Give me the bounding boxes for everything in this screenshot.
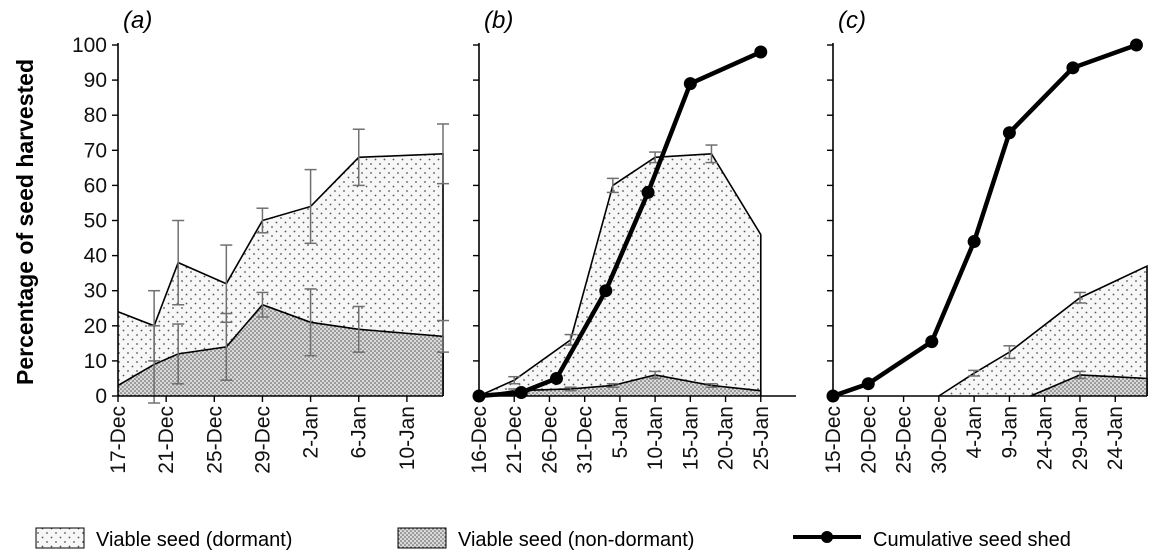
x-tick-label: 10-Jan [396,406,419,470]
panels: (a) 0 10 20 30 40 50 60 70 80 90 100 17-Dec 21-Dec 25-… [72,7,1148,474]
non-dormant-area [479,374,761,396]
cumulative-point [683,77,697,91]
y-tick-label: 80 [84,104,107,127]
x-tick-label: 25-Jan [750,406,773,470]
dormant-error-bar [352,128,365,187]
cumulative-point [549,371,563,385]
non-dormant-error-bar [352,305,365,353]
x-tick-label: 31-Dec [574,406,597,474]
dormant-error-bar [437,123,449,185]
x-tick-label: 4-Jan [963,406,986,459]
cumulative-point [599,284,613,298]
non-dormant-line [1030,374,1148,397]
dormant-error-bar [606,177,619,194]
cumulative-point [514,385,528,399]
panel-3: (c) 15-Dec 20-Dec 25-Dec 30-Dec 4-Jan 9-Jan 24-… [822,7,1148,474]
y-tick-label: 10 [84,350,107,373]
y-tick-label: 90 [84,69,107,92]
x-tick-label: 24-Jan [1034,406,1057,470]
x-tick-label: 21-Dec [503,406,526,474]
x-tick-label: 20-Dec [857,406,880,474]
x-tick-label: 2-Jan [300,406,323,459]
non-dormant-error-bar [705,382,718,388]
dormant-error-bar [304,168,317,245]
cumulative-point [641,185,655,199]
y-tick-label: 20 [84,315,107,338]
cumulative-point [925,335,939,349]
y-tick-label: 60 [84,174,107,197]
non-dormant-area [1030,374,1147,396]
dormant-error-bar [1003,345,1016,360]
non-dormant-error-bar [564,386,577,392]
x-tick-label: 15-Jan [679,406,702,470]
legend-label-cumulative: Cumulative seed shed [873,529,1071,551]
dormant-error-bar [1073,291,1086,304]
x-tick-label: 5-Jan [609,406,632,459]
x-tick-label: 15-Dec [822,406,845,474]
dormant-error-bar [508,375,521,385]
panel-label: (a) [123,7,152,34]
x-tick-label: 25-Dec [203,406,226,474]
non-dormant-error-bar [148,325,161,404]
x-tick-label: 21-Dec [155,406,178,474]
x-tick-label: 29-Jan [1069,406,1092,470]
cumulative-point [1002,126,1016,140]
panel-label: (b) [484,7,513,34]
x-tick-label: 30-Dec [928,406,951,474]
dormant-error-bar [968,369,981,377]
non-dormant-error-bar [649,370,662,380]
y-tick-label: 50 [84,210,107,233]
x-tick-label: 24-Jan [1104,406,1127,470]
x-tick-label: 10-Jan [644,406,667,470]
x-tick-label: 29-Dec [251,406,274,474]
dormant-area [479,153,761,396]
non-dormant-error-bar [1073,370,1086,380]
y-tick-label: 40 [84,245,107,268]
legend-swatch-non-dormant [397,527,447,549]
cumulative-point [1066,61,1080,75]
non-dormant-error-bar [256,291,269,318]
x-tick-label: 25-Dec [893,406,916,474]
non-dormant-area [118,304,443,396]
x-tick-label: 20-Jan [715,406,738,470]
x-tick-label: 17-Dec [107,406,130,474]
legend-label-dormant: Viable seed (dormant) [96,529,292,551]
dormant-error-bar [172,219,185,306]
panel-label: (c) [838,7,866,34]
non-dormant-error-bar [220,312,233,381]
x-tick-label: 26-Dec [538,406,561,474]
non-dormant-error-bar [606,382,619,388]
y-tick-label: 100 [72,34,107,57]
cumulative-point [967,235,981,249]
legend-swatch-dormant [35,527,85,549]
cumulative-point [754,45,768,59]
dormant-line [478,152,762,397]
legend-marker-cumulative [821,531,833,543]
x-tick-label: 6-Jan [348,406,371,459]
panel-1: (a) 0 10 20 30 40 50 60 70 80 90 100 17-Dec 21-Dec 25-… [72,7,449,474]
non-dormant-error-bar [172,323,185,385]
cumulative-point [1129,38,1143,52]
x-tick-label: 16-Dec [468,406,491,474]
y-tick-label: 70 [84,139,107,162]
dormant-error-bar [256,207,269,234]
legend-label-non-dormant: Viable seed (non-dormant) [458,529,694,551]
panel-2: (b) 16-Dec 21-Dec 26-Dec 31-Dec 5-Jan 10-Jan 15… [468,7,796,474]
dormant-error-bar [705,144,718,164]
y-tick-label: 0 [95,385,107,408]
non-dormant-error-bar [304,288,317,357]
legend: Viable seed (dormant) Viable seed (non-d… [35,527,1071,551]
y-axis-label: Percentage of seed harvested [12,59,38,385]
cumulative-point [861,377,875,391]
non-dormant-error-bar [437,319,449,353]
y-tick-label: 30 [84,280,107,303]
dormant-line [938,264,1148,397]
x-tick-label: 9-Jan [998,406,1021,459]
